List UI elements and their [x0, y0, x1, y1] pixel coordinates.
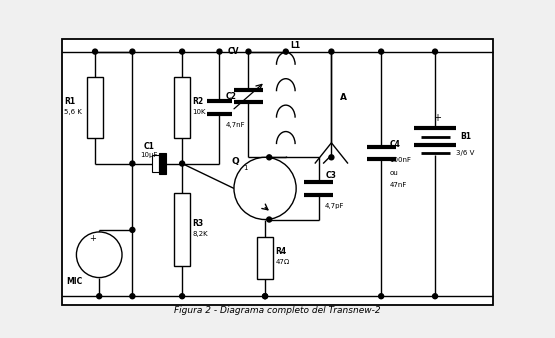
Circle shape [432, 294, 437, 299]
Circle shape [263, 294, 268, 299]
Text: R2: R2 [193, 97, 204, 106]
Text: Q: Q [232, 156, 240, 166]
Text: 47Ω: 47Ω [275, 259, 290, 265]
Text: R4: R4 [275, 247, 286, 256]
Circle shape [329, 49, 334, 54]
Text: +: + [89, 234, 97, 243]
Text: C2: C2 [226, 92, 236, 101]
Text: B1: B1 [460, 132, 471, 141]
Text: 47nF: 47nF [390, 182, 407, 188]
Bar [152, 155, 159, 172]
Bar [62, 39, 493, 305]
Circle shape [246, 49, 251, 54]
Text: L1: L1 [290, 41, 300, 50]
Bar [174, 193, 190, 266]
Text: 3/6 V: 3/6 V [456, 150, 474, 156]
Circle shape [329, 155, 334, 160]
Circle shape [379, 49, 384, 54]
Text: 4,7nF: 4,7nF [226, 122, 245, 128]
Bar [257, 237, 274, 279]
Bar [159, 153, 165, 174]
Bar [87, 77, 103, 138]
Text: A: A [340, 93, 347, 102]
Text: 4,7pF: 4,7pF [325, 203, 345, 209]
Circle shape [130, 294, 135, 299]
Text: R3: R3 [193, 219, 204, 228]
Text: 5,6 K: 5,6 K [64, 109, 82, 115]
Circle shape [130, 161, 135, 166]
Circle shape [130, 227, 135, 232]
Circle shape [130, 49, 135, 54]
Circle shape [267, 155, 272, 160]
Circle shape [432, 49, 437, 54]
Circle shape [97, 294, 102, 299]
Circle shape [180, 161, 185, 166]
Text: R1: R1 [64, 97, 75, 106]
Text: +: + [433, 113, 441, 123]
Circle shape [217, 49, 222, 54]
Bar [174, 77, 190, 138]
Circle shape [180, 49, 185, 54]
Text: 10µF: 10µF [140, 152, 158, 158]
Text: C3: C3 [325, 171, 336, 180]
Text: Figura 2 - Diagrama completo del Transnew-2: Figura 2 - Diagrama completo del Transne… [174, 306, 381, 315]
Text: 100nF: 100nF [390, 157, 411, 163]
Circle shape [263, 294, 268, 299]
Text: C4: C4 [390, 140, 400, 149]
Text: C1: C1 [144, 142, 154, 151]
Text: 8,2K: 8,2K [193, 231, 208, 237]
Text: CV: CV [228, 47, 239, 56]
Circle shape [93, 49, 98, 54]
Circle shape [180, 294, 185, 299]
Circle shape [77, 232, 122, 277]
Text: 10K: 10K [193, 109, 206, 115]
Circle shape [267, 217, 272, 222]
Text: ou: ou [390, 170, 398, 176]
Circle shape [379, 294, 384, 299]
Circle shape [283, 49, 288, 54]
Text: 1: 1 [244, 165, 248, 171]
Circle shape [234, 157, 296, 219]
Text: MIC: MIC [66, 277, 83, 286]
